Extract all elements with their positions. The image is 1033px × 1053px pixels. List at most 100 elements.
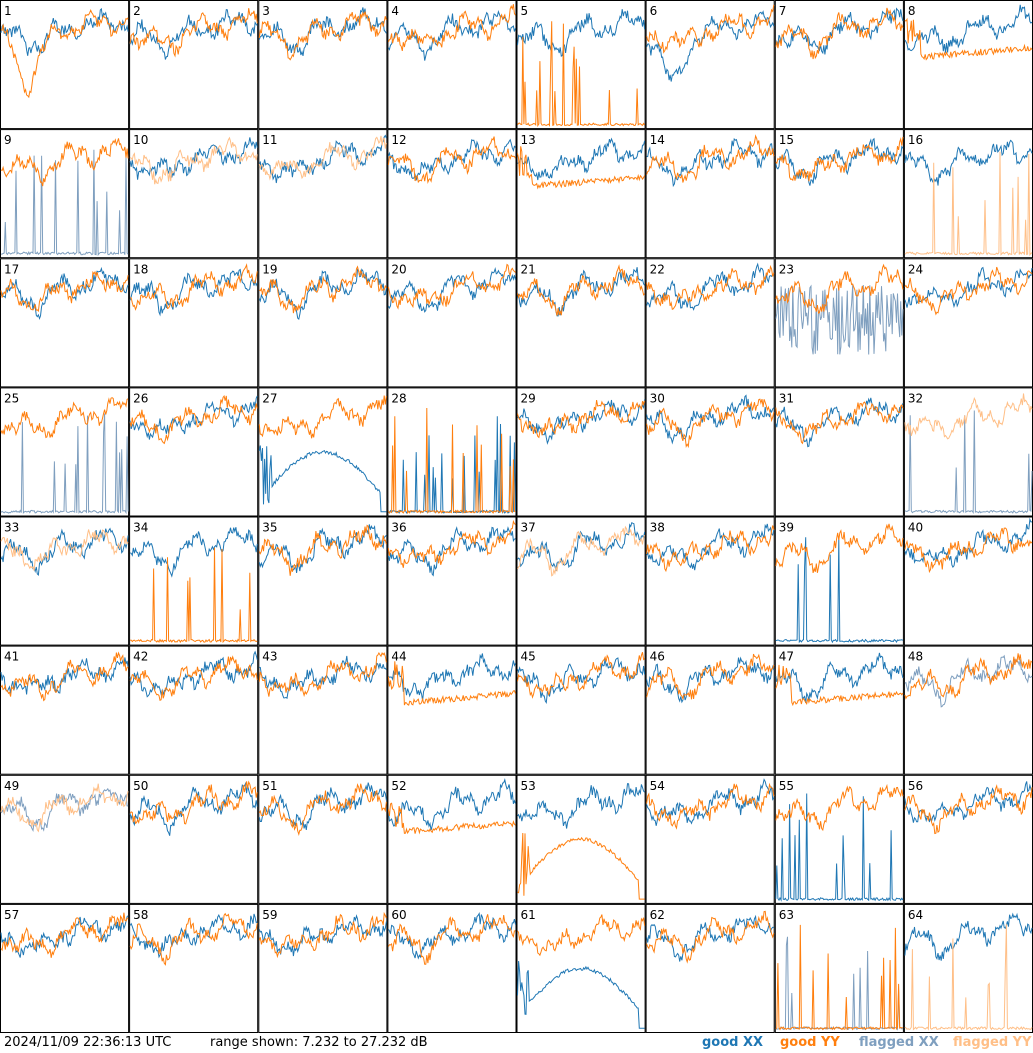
panel-14: 14: [645, 129, 775, 259]
panel-57: 57: [0, 903, 130, 1033]
series-xx-line: [258, 268, 387, 321]
series-yy-line: [904, 17, 1033, 61]
series-yy-line: [129, 136, 258, 185]
panel-label: 33: [4, 521, 19, 535]
panel-label: 58: [133, 908, 148, 922]
series-xx-line: [387, 10, 516, 61]
series-yy-line: [387, 519, 516, 568]
panel-19: 19: [258, 258, 388, 388]
panel-3: 3: [258, 0, 388, 130]
panel-frame: [258, 516, 388, 646]
series-yy-line: [646, 910, 775, 964]
panel-frame: [387, 903, 517, 1033]
panel-frame: [645, 516, 775, 646]
panel-frame: [516, 0, 646, 130]
series-xx-line: [129, 9, 258, 60]
series-yy-line: [775, 924, 903, 1031]
series-xx-line: [646, 914, 774, 962]
series-yy-line: [129, 912, 258, 966]
panel-label: 48: [908, 650, 923, 664]
series-yy-line: [904, 924, 1033, 1031]
footer-range: range shown: 7.232 to 27.232 dB: [210, 1035, 428, 1050]
series-xx-line: [775, 397, 904, 448]
series-yy-line: [130, 547, 258, 644]
series-yy-line: [259, 265, 387, 314]
series-xx-line: [904, 139, 1033, 186]
series-yy-line: [646, 4, 775, 54]
series-yy-line: [258, 135, 387, 181]
panel-29: 29: [516, 387, 646, 517]
panel-20: 20: [387, 258, 517, 388]
panel-6: 6: [645, 0, 775, 130]
legend-good-yy: good YY: [780, 1035, 840, 1050]
panel-label: 64: [908, 908, 923, 922]
series-xx-line: [646, 394, 775, 445]
series-yy-line: [387, 914, 516, 965]
series-xx-line: [1, 149, 129, 257]
panel-frame: [258, 774, 388, 904]
panel-label: 17: [4, 262, 19, 276]
panel-1: 1: [0, 0, 130, 130]
series-yy-line: [775, 523, 904, 574]
panel-label: 36: [391, 521, 406, 535]
panel-label: 60: [391, 908, 406, 922]
panel-48: 48: [903, 645, 1033, 775]
panel-28: 28: [387, 387, 517, 517]
panel-16: 16: [903, 129, 1033, 259]
panel-frame: [258, 645, 388, 775]
panel-46: 46: [645, 645, 775, 775]
panel-frame: [903, 387, 1033, 517]
panel-frame: [129, 516, 259, 646]
panel-frame: [387, 129, 517, 259]
series-xx-line: [775, 536, 904, 644]
panel-label: 55: [779, 779, 794, 793]
series-yy-line: [775, 401, 904, 445]
panel-frame: [258, 129, 388, 259]
series-yy-line: [904, 151, 1033, 257]
panel-label: 24: [908, 262, 923, 276]
panel-61: 61: [516, 903, 646, 1033]
panel-frame: [387, 516, 517, 646]
panel-63: 63: [774, 903, 904, 1033]
panel-frame: [645, 258, 775, 388]
panel-label: 2: [133, 4, 141, 18]
panel-24: 24: [903, 258, 1033, 388]
series-yy-line: [775, 664, 904, 707]
panel-17: 17: [0, 258, 130, 388]
panel-frame: [645, 774, 775, 904]
panel-11: 11: [258, 129, 388, 259]
panel-frame: [903, 129, 1033, 259]
legend-flagged-xx: flagged XX: [859, 1035, 939, 1050]
series-yy-line: [258, 651, 387, 698]
series-xx-line: [0, 787, 129, 832]
panel-9: 9: [0, 129, 130, 259]
series-yy-line: [646, 264, 775, 311]
panel-50: 50: [129, 774, 259, 904]
series-yy-line: [517, 264, 645, 316]
panel-55: 55: [774, 774, 904, 904]
panel-label: 6: [650, 4, 658, 18]
panel-39: 39: [774, 516, 904, 646]
panel-label: 10: [133, 133, 148, 147]
series-xx-line: [775, 793, 904, 902]
series-yy-line: [387, 407, 516, 515]
panel-label: 26: [133, 391, 148, 405]
panel-label: 28: [391, 391, 406, 405]
series-yy-line: [0, 651, 129, 702]
panel-15: 15: [774, 129, 904, 259]
series-yy-line: [904, 266, 1033, 316]
panel-30: 30: [645, 387, 775, 517]
series-yy-line: [646, 525, 775, 573]
panel-4: 4: [387, 0, 517, 130]
panel-label: 57: [4, 908, 19, 922]
series-xx-line: [258, 134, 387, 184]
panel-frame: [516, 387, 646, 517]
panel-label: 18: [133, 262, 148, 276]
panel-frame: [258, 387, 388, 517]
series-xx-line: [0, 7, 129, 56]
series-xx-line: [387, 138, 516, 181]
panel-label: 5: [521, 4, 529, 18]
series-xx-line: [646, 523, 775, 571]
series-xx-line: [904, 266, 1033, 309]
panel-label: 25: [4, 391, 19, 405]
